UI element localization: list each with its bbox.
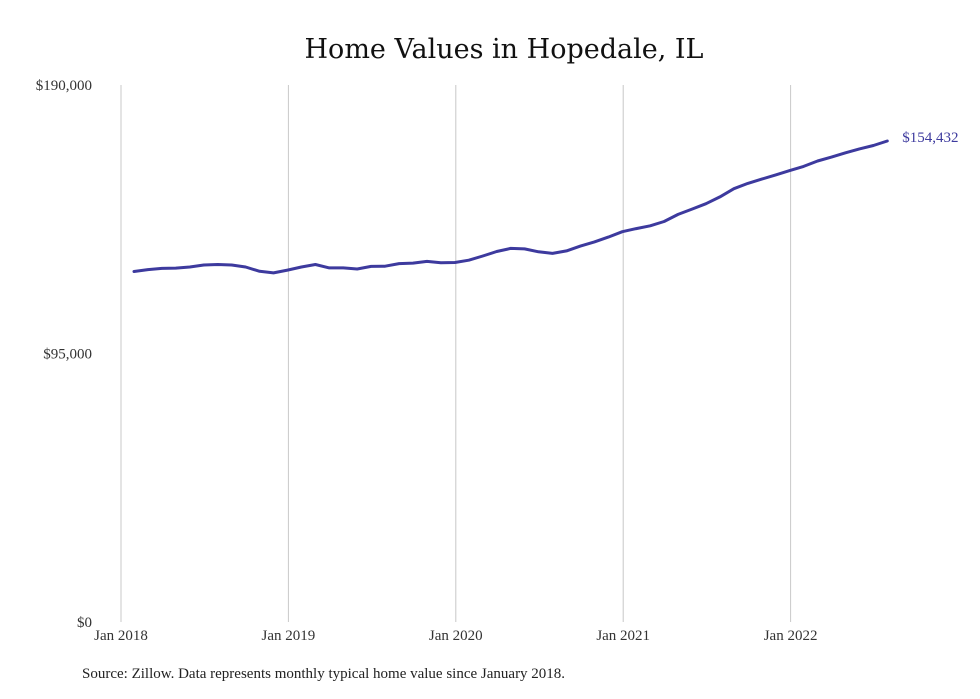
grid-lines [120, 85, 792, 622]
data-point [230, 264, 233, 267]
source-note: Source: Zillow. Data represents monthly … [82, 666, 566, 682]
data-point [774, 173, 777, 176]
data-point [872, 144, 875, 147]
data-point [146, 268, 149, 271]
chart-title: Home Values in Hopedale, IL [305, 34, 704, 65]
data-point [551, 252, 554, 255]
data-point [202, 264, 205, 267]
data-point [133, 270, 136, 273]
data-point [788, 169, 791, 172]
data-point [439, 261, 442, 264]
data-point [579, 245, 582, 248]
data-point [886, 140, 889, 143]
data-point [495, 250, 498, 253]
data-point [635, 227, 638, 230]
data-point [216, 263, 219, 266]
data-point [467, 259, 470, 262]
y-tick-label: $190,000 [36, 78, 92, 94]
data-point [760, 178, 763, 181]
x-axis-ticks: Jan 2018 Jan 2019 Jan 2020 Jan 2021 Jan 2022 [94, 628, 817, 644]
data-point [286, 269, 289, 272]
data-point [453, 261, 456, 264]
data-point [607, 236, 610, 239]
y-tick-label: $0 [77, 615, 92, 631]
end-value-label: $154,432 [902, 130, 958, 146]
x-tick-label: Jan 2022 [764, 628, 818, 644]
data-point [732, 187, 735, 190]
data-point [188, 266, 191, 269]
data-point [621, 230, 624, 233]
data-point [649, 224, 652, 227]
data-point [272, 271, 275, 274]
data-point [746, 182, 749, 185]
data-point [691, 208, 694, 211]
data-point [816, 160, 819, 163]
data-point [412, 262, 415, 265]
data-point [858, 147, 861, 150]
x-tick-label: Jan 2018 [94, 628, 148, 644]
data-point [523, 247, 526, 250]
data-point [342, 266, 345, 269]
y-axis-ticks: $190,000 $95,000 $0 [36, 78, 92, 631]
y-tick-label: $95,000 [43, 347, 92, 363]
data-point [300, 266, 303, 269]
data-point [509, 247, 512, 250]
data-point [705, 202, 708, 205]
x-tick-label: Jan 2020 [429, 628, 483, 644]
data-point [426, 260, 429, 263]
data-point [481, 255, 484, 258]
data-point [663, 220, 666, 223]
x-tick-label: Jan 2021 [596, 628, 650, 644]
data-point [830, 156, 833, 159]
data-point [718, 195, 721, 198]
series-layer: $154,432 [132, 130, 959, 275]
data-point [537, 250, 540, 253]
data-point [844, 151, 847, 154]
data-point [174, 267, 177, 270]
data-point [384, 265, 387, 268]
data-point [328, 266, 331, 269]
data-point [160, 267, 163, 270]
data-point [565, 249, 568, 252]
data-point [258, 270, 261, 273]
data-point [314, 263, 317, 266]
data-point [677, 213, 680, 216]
data-point [244, 266, 247, 269]
data-point [802, 165, 805, 168]
data-point [398, 262, 401, 265]
data-point [356, 268, 359, 271]
data-point [370, 265, 373, 268]
series-line [132, 139, 889, 275]
data-point [593, 240, 596, 243]
x-tick-label: Jan 2019 [262, 628, 316, 644]
